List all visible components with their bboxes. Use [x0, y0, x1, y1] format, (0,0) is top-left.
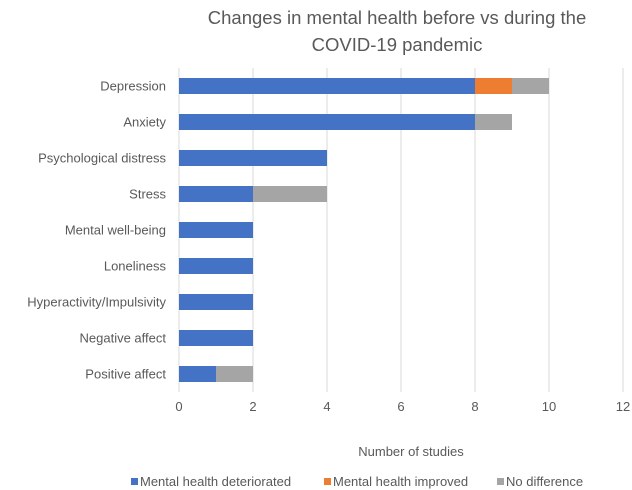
category-label-positive-affect: Positive affect — [85, 367, 166, 382]
chart-title-line-1: Changes in mental health before vs durin… — [208, 7, 586, 28]
x-tick-4: 4 — [323, 399, 330, 414]
x-tick-2: 2 — [249, 399, 256, 414]
bar-stress-mental-health-deteriorated — [179, 186, 253, 202]
legend-label-no-difference: No difference — [506, 474, 583, 489]
bar-hyperactivity-impulsivity-mental-health-deteriorated — [179, 294, 253, 310]
legend-swatch-no-difference — [497, 478, 504, 485]
bar-stress-no-difference — [253, 186, 327, 202]
legend-swatch-mental-health-improved — [324, 478, 331, 485]
category-label-stress: Stress — [129, 187, 166, 202]
category-label-psychological-distress: Psychological distress — [38, 151, 166, 166]
category-label-anxiety: Anxiety — [123, 115, 166, 130]
legend-label-mental-health-deteriorated: Mental health deteriorated — [140, 474, 291, 489]
x-tick-0: 0 — [175, 399, 182, 414]
bar-psychological-distress-mental-health-deteriorated — [179, 150, 327, 166]
legend: Mental health deteriorated Mental health … — [131, 474, 583, 489]
bar-depression-no-difference — [512, 78, 549, 94]
x-tick-10: 10 — [542, 399, 556, 414]
bar-depression-mental-health-improved — [475, 78, 512, 94]
chart-title-line-2: COVID-19 pandemic — [312, 34, 483, 55]
bar-negative-affect-mental-health-deteriorated — [179, 330, 253, 346]
x-tick-12: 12 — [616, 399, 630, 414]
bar-positive-affect-mental-health-deteriorated — [179, 366, 216, 382]
category-labels: Depression Anxiety Psychological distress S… — [27, 79, 166, 382]
legend-swatch-mental-health-deteriorated — [131, 478, 138, 485]
category-label-negative-affect: Negative affect — [80, 331, 167, 346]
x-tick-6: 6 — [397, 399, 404, 414]
bar-anxiety-no-difference — [475, 114, 512, 130]
x-tick-8: 8 — [471, 399, 478, 414]
bars — [179, 78, 549, 382]
bar-anxiety-mental-health-deteriorated — [179, 114, 475, 130]
category-label-depression: Depression — [100, 79, 166, 94]
bar-loneliness-mental-health-deteriorated — [179, 258, 253, 274]
category-label-mental-well-being: Mental well-being — [65, 223, 166, 238]
x-tick-labels: 0 2 4 6 8 10 12 — [175, 399, 630, 414]
bar-depression-mental-health-deteriorated — [179, 78, 475, 94]
bar-mental-well-being-mental-health-deteriorated — [179, 222, 253, 238]
category-label-loneliness: Loneliness — [104, 259, 167, 274]
x-axis-title: Number of studies — [358, 444, 464, 459]
legend-label-mental-health-improved: Mental health improved — [333, 474, 468, 489]
category-label-hyperactivity-impulsivity: Hyperactivity/Impulsivity — [27, 295, 166, 310]
bar-positive-affect-no-difference — [216, 366, 253, 382]
